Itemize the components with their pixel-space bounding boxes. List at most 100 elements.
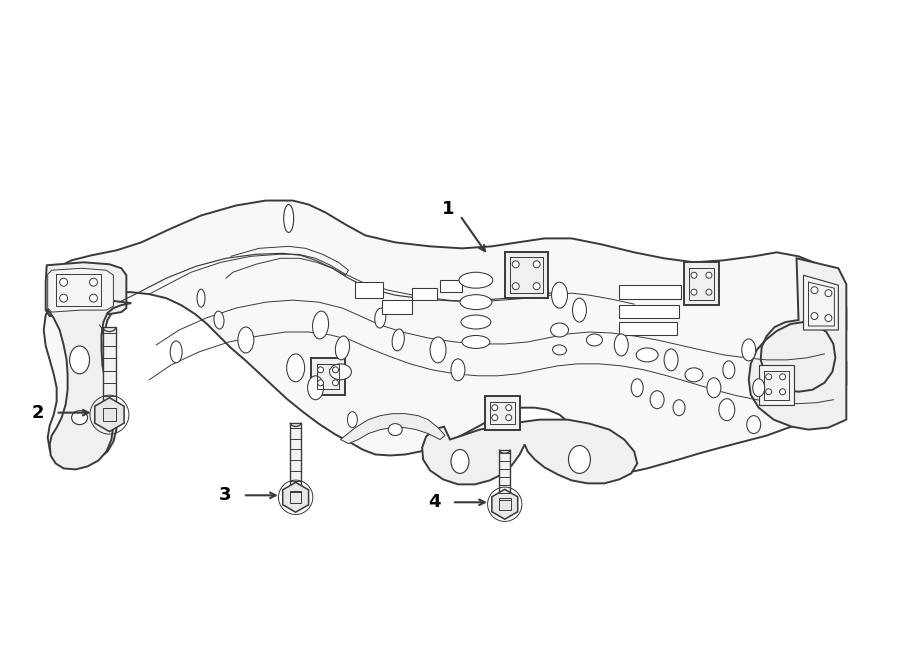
Ellipse shape [706,272,712,278]
Ellipse shape [506,404,512,410]
Polygon shape [485,396,519,430]
Ellipse shape [284,205,293,232]
Ellipse shape [59,294,68,302]
Ellipse shape [462,336,490,348]
Ellipse shape [766,374,771,380]
Text: 1: 1 [442,199,454,218]
Polygon shape [46,262,126,316]
Ellipse shape [197,289,205,307]
Polygon shape [382,300,412,314]
Ellipse shape [388,424,402,436]
Ellipse shape [451,449,469,473]
Ellipse shape [552,282,568,308]
Ellipse shape [512,283,519,290]
Ellipse shape [615,334,628,356]
Ellipse shape [650,391,664,408]
Ellipse shape [587,334,602,346]
Polygon shape [619,285,681,299]
Ellipse shape [719,399,734,420]
Polygon shape [356,282,383,298]
Ellipse shape [706,289,712,295]
Ellipse shape [825,314,832,322]
Ellipse shape [631,379,644,397]
Ellipse shape [329,364,351,380]
Polygon shape [804,275,839,330]
Ellipse shape [491,414,498,420]
Polygon shape [440,280,462,292]
Ellipse shape [533,261,540,267]
Ellipse shape [214,311,224,329]
Polygon shape [749,258,846,430]
Ellipse shape [742,339,756,361]
Ellipse shape [287,354,304,382]
Ellipse shape [312,311,328,339]
Polygon shape [759,365,794,404]
Ellipse shape [779,389,786,395]
Ellipse shape [506,414,512,420]
Ellipse shape [318,380,323,386]
Ellipse shape [551,323,569,337]
Polygon shape [46,299,131,469]
Polygon shape [340,414,445,444]
Ellipse shape [347,412,357,428]
Polygon shape [619,305,679,318]
Ellipse shape [238,327,254,353]
Ellipse shape [569,446,590,473]
Polygon shape [684,262,719,305]
Ellipse shape [723,361,734,379]
Ellipse shape [89,278,97,286]
Ellipse shape [59,278,68,286]
Ellipse shape [553,345,566,355]
Ellipse shape [459,272,493,288]
Ellipse shape [89,294,97,302]
Text: 3: 3 [219,487,231,504]
Ellipse shape [308,376,323,400]
Ellipse shape [512,261,519,267]
Ellipse shape [779,374,786,380]
Polygon shape [103,327,116,414]
Polygon shape [44,201,846,471]
Ellipse shape [374,308,386,328]
Ellipse shape [664,349,678,371]
Polygon shape [290,422,302,497]
Ellipse shape [636,348,658,362]
Polygon shape [491,489,518,519]
Ellipse shape [572,298,587,322]
Ellipse shape [811,287,818,294]
Polygon shape [48,268,113,312]
Polygon shape [422,420,637,485]
Ellipse shape [430,337,446,363]
Ellipse shape [766,389,771,395]
Polygon shape [505,252,547,298]
Ellipse shape [491,404,498,410]
Ellipse shape [706,378,721,398]
Ellipse shape [460,295,491,310]
Ellipse shape [69,346,89,374]
Polygon shape [310,358,346,395]
Polygon shape [94,398,124,432]
Polygon shape [500,449,510,504]
Ellipse shape [451,359,465,381]
Ellipse shape [170,341,182,363]
Ellipse shape [747,416,760,434]
Polygon shape [619,322,677,335]
Ellipse shape [691,272,697,278]
Ellipse shape [332,380,338,386]
Ellipse shape [752,379,765,397]
Ellipse shape [72,410,87,424]
Polygon shape [283,483,309,512]
Ellipse shape [825,290,832,297]
Ellipse shape [332,367,338,373]
Text: 4: 4 [428,493,440,511]
Ellipse shape [336,336,349,360]
Ellipse shape [533,283,540,290]
Ellipse shape [318,367,323,373]
Ellipse shape [691,289,697,295]
Ellipse shape [673,400,685,416]
Ellipse shape [392,329,404,351]
Text: 2: 2 [32,404,44,422]
Ellipse shape [685,368,703,382]
Polygon shape [412,288,437,300]
Ellipse shape [811,312,818,320]
Ellipse shape [461,315,491,329]
